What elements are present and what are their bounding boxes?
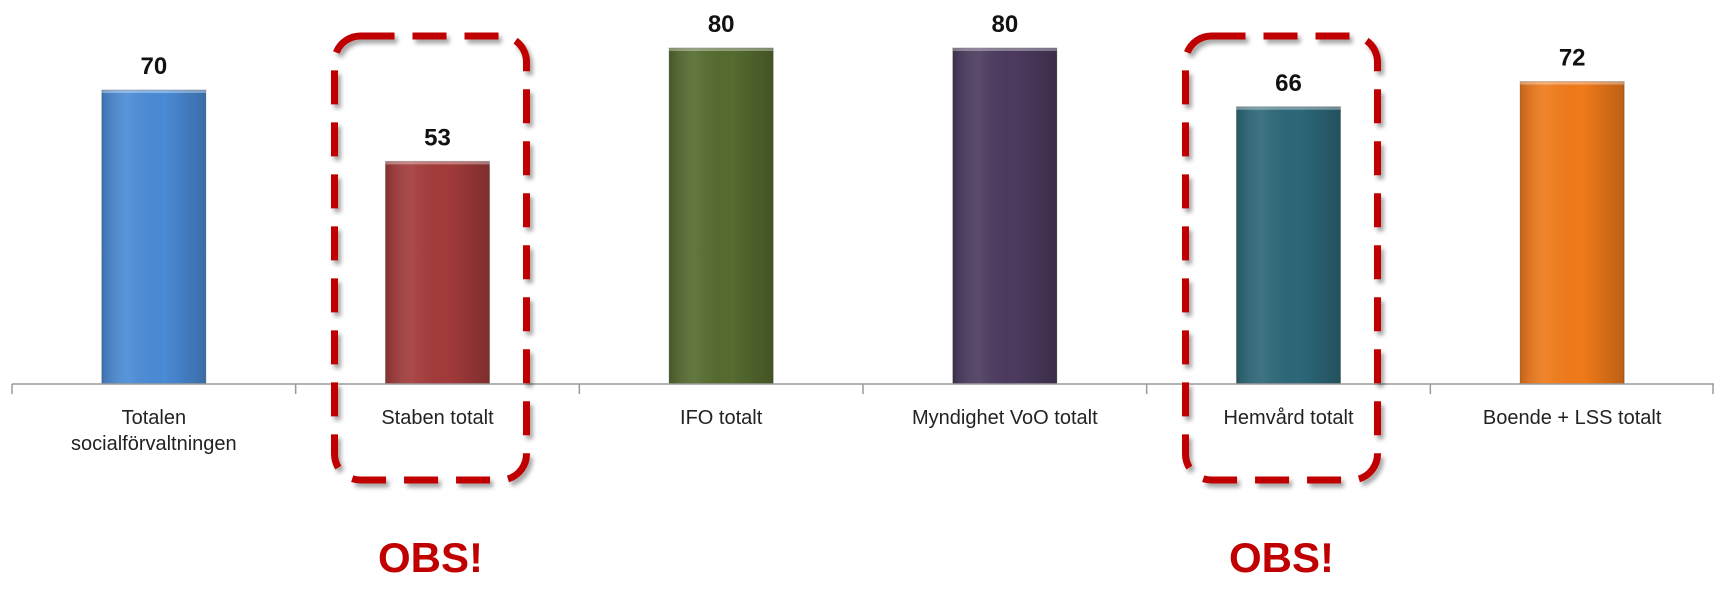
bar-top-highlight <box>669 48 774 51</box>
highlight-box <box>331 32 530 484</box>
category-label: IFO totalt <box>680 407 763 429</box>
data-label: 80 <box>991 11 1018 38</box>
bars-layer <box>101 47 1625 385</box>
category-label: Myndighet VoO totalt <box>912 407 1098 429</box>
category-label: Boende + LSS totalt <box>1483 407 1662 429</box>
bar-shading <box>1236 106 1341 385</box>
category-label: Totalen <box>122 407 187 429</box>
bar-group <box>952 47 1058 385</box>
labels-layer: 70 Totalen socialförvaltningen 53 Staben tot… <box>71 11 1662 455</box>
bar-group <box>385 160 490 385</box>
bar-shading <box>101 90 206 384</box>
bar-top-highlight <box>101 90 206 93</box>
highlight-box <box>1182 32 1381 484</box>
bar-shading <box>669 48 774 384</box>
bar-shading <box>1520 81 1625 384</box>
bar-top-highlight <box>385 161 490 165</box>
category-label: Staben totalt <box>381 407 494 429</box>
data-label: 70 <box>140 53 167 80</box>
data-label: 80 <box>708 11 735 38</box>
data-label: 53 <box>424 124 451 151</box>
bar-shading <box>385 161 490 384</box>
bar-top-highlight <box>1236 106 1341 110</box>
data-label: 72 <box>1559 45 1586 72</box>
bar-group <box>101 89 207 385</box>
bar-top-highlight <box>1520 81 1625 85</box>
obs-annotation: OBS! <box>1229 534 1334 581</box>
bar-group <box>668 47 774 385</box>
bar-group <box>1519 81 1625 385</box>
bar-shading <box>952 48 1057 384</box>
category-label: Hemvård totalt <box>1223 407 1353 429</box>
bar-top-highlight <box>952 48 1057 51</box>
bar-group <box>1236 106 1341 385</box>
data-label: 66 <box>1275 70 1302 97</box>
x-axis <box>11 383 1714 394</box>
category-label: socialförvaltningen <box>71 433 237 455</box>
highlight-layer: OBS! OBS! <box>331 32 1381 581</box>
obs-annotation: OBS! <box>378 534 483 581</box>
